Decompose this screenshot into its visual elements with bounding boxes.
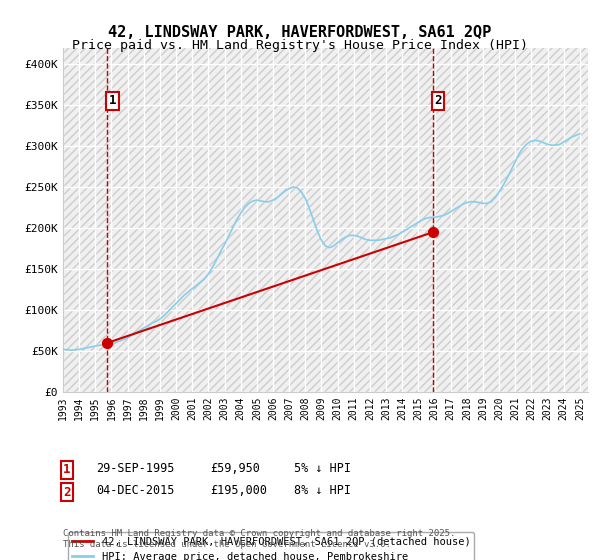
Text: £59,950: £59,950 <box>210 461 260 474</box>
Text: 1: 1 <box>109 95 116 108</box>
Text: Contains HM Land Registry data © Crown copyright and database right 2025.
This d: Contains HM Land Registry data © Crown c… <box>63 529 455 549</box>
Legend: 42, LINDSWAY PARK, HAVERFORDWEST, SA61 2QP (detached house), HPI: Average price,: 42, LINDSWAY PARK, HAVERFORDWEST, SA61 2… <box>68 533 475 560</box>
Text: 1: 1 <box>63 463 71 476</box>
Text: 5% ↓ HPI: 5% ↓ HPI <box>294 461 351 474</box>
Text: 2: 2 <box>434 95 442 108</box>
Text: £195,000: £195,000 <box>210 484 267 497</box>
Text: 04-DEC-2015: 04-DEC-2015 <box>96 484 175 497</box>
Text: 2: 2 <box>63 486 71 498</box>
Text: 42, LINDSWAY PARK, HAVERFORDWEST, SA61 2QP: 42, LINDSWAY PARK, HAVERFORDWEST, SA61 2… <box>109 25 491 40</box>
Text: Price paid vs. HM Land Registry's House Price Index (HPI): Price paid vs. HM Land Registry's House … <box>72 39 528 52</box>
Point <box>428 227 438 236</box>
Text: 29-SEP-1995: 29-SEP-1995 <box>96 461 175 474</box>
Text: 8% ↓ HPI: 8% ↓ HPI <box>294 484 351 497</box>
Point <box>103 338 112 347</box>
